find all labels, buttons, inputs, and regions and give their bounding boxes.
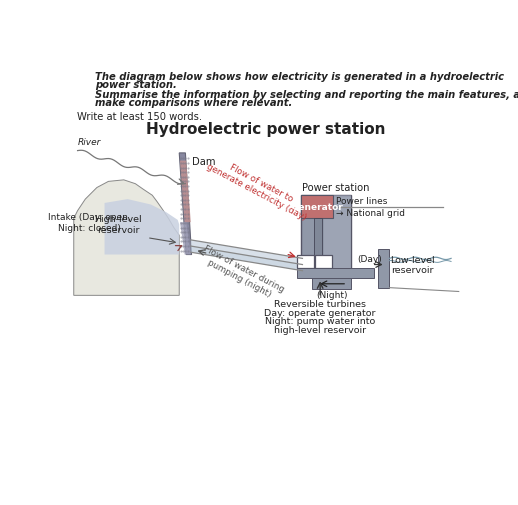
Polygon shape — [105, 199, 179, 255]
Text: Flow of water during
pumping (night): Flow of water during pumping (night) — [197, 243, 286, 303]
Text: Power station: Power station — [303, 183, 370, 193]
Bar — [314, 219, 322, 258]
Text: → National grid: → National grid — [336, 208, 405, 217]
Text: Reversible turbines: Reversible turbines — [274, 299, 366, 309]
Text: Night: pump water into: Night: pump water into — [265, 317, 375, 326]
Text: Low-level
reservoir: Low-level reservoir — [390, 255, 435, 274]
Text: Intake (Day: open,
Night: closed): Intake (Day: open, Night: closed) — [48, 213, 131, 232]
Bar — [297, 268, 374, 279]
Text: Dam: Dam — [192, 157, 216, 167]
Text: Write at least 150 words.: Write at least 150 words. — [77, 111, 202, 121]
Bar — [297, 255, 314, 269]
Bar — [312, 279, 351, 289]
Polygon shape — [378, 249, 390, 288]
Text: high-level reservoir: high-level reservoir — [274, 325, 366, 334]
Polygon shape — [179, 154, 192, 255]
Text: High-level
reservoir: High-level reservoir — [95, 215, 142, 234]
Polygon shape — [191, 240, 303, 265]
Text: make comparisons where relevant.: make comparisons where relevant. — [95, 98, 293, 108]
Text: Hydroelectric power station: Hydroelectric power station — [146, 122, 385, 137]
Text: River: River — [78, 138, 101, 147]
Bar — [301, 196, 333, 219]
Polygon shape — [180, 223, 191, 255]
Text: (Day): (Day) — [357, 255, 382, 264]
Text: Power lines: Power lines — [336, 197, 387, 206]
Polygon shape — [191, 246, 303, 271]
Text: Summarise the information by selecting and reporting the main features, and: Summarise the information by selecting a… — [95, 90, 518, 100]
Text: Generator: Generator — [291, 203, 343, 212]
Polygon shape — [74, 180, 179, 296]
Polygon shape — [324, 196, 351, 273]
Text: The diagram below shows how electricity is generated in a hydroelectric: The diagram below shows how electricity … — [95, 71, 505, 81]
Polygon shape — [180, 161, 191, 223]
Text: power station.: power station. — [95, 80, 177, 90]
Text: Day: operate generator: Day: operate generator — [264, 308, 376, 317]
Text: (Night): (Night) — [316, 290, 348, 299]
Text: Flow of water to
generate electricity (day): Flow of water to generate electricity (d… — [205, 153, 312, 222]
Bar — [301, 196, 351, 273]
Bar — [315, 255, 332, 269]
